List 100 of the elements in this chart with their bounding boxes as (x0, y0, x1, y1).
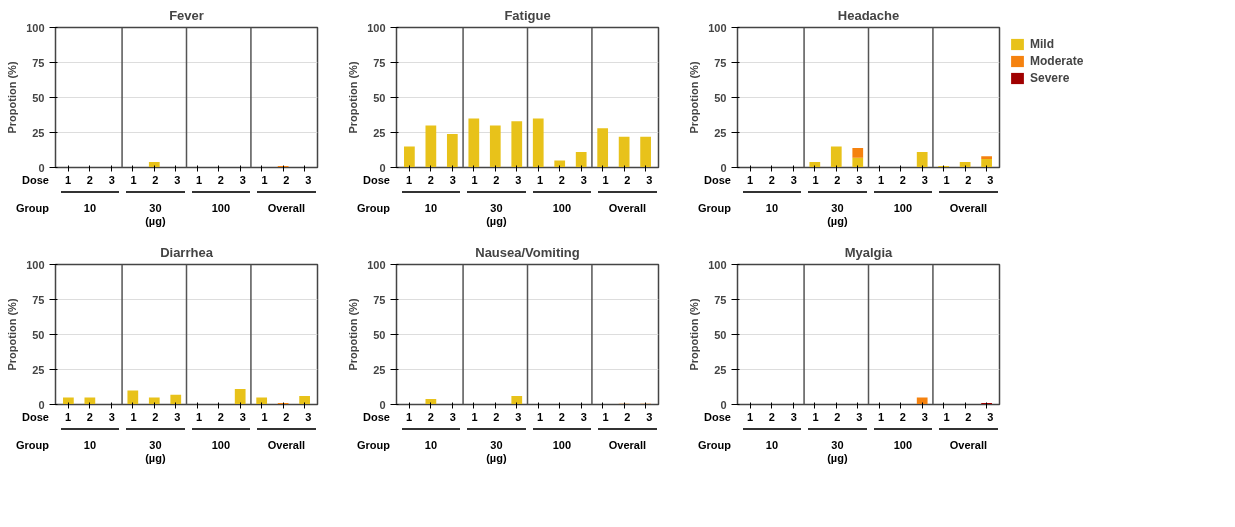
x-tick-label: 3 (515, 410, 522, 425)
x-tick-label: 2 (86, 410, 93, 425)
text: 10 (83, 201, 97, 216)
text: 100 (893, 201, 913, 216)
x-tick-label: 3 (108, 173, 115, 188)
x-tick-label: 2 (217, 173, 224, 188)
text: 30 (831, 438, 844, 453)
y-tick-label: 25 (32, 126, 45, 139)
x-tick-label: 1 (65, 173, 72, 188)
text: 100 (552, 438, 572, 453)
text: Dose (22, 173, 49, 188)
y-tick-label: 100 (26, 258, 45, 271)
x-tick-label: 1 (261, 410, 268, 425)
x-tick-label: 3 (856, 173, 863, 188)
x-tick-label: 3 (305, 173, 312, 188)
text: 30 (831, 201, 844, 216)
y-tick-label: 100 (708, 21, 727, 34)
text: Dose (704, 173, 731, 188)
y-tick-label: 0 (720, 161, 727, 174)
text: 30 (490, 201, 503, 216)
y-axis-title: Propotion (%) (6, 298, 19, 371)
text: 10 (424, 438, 438, 453)
y-tick-label: 100 (367, 258, 386, 271)
y-tick-label: 25 (714, 126, 727, 139)
x-tick-label: 2 (899, 410, 906, 425)
y-axis-title: Propotion (%) (6, 61, 19, 134)
x-tick-label: 3 (449, 173, 456, 188)
legend-label: Severe (1030, 71, 1070, 85)
x-tick-label: 2 (834, 410, 841, 425)
text: Dose (363, 173, 390, 188)
text: 10 (765, 438, 779, 453)
x-tick-label: 1 (406, 410, 413, 425)
text: 100 (552, 201, 572, 216)
chart-title: Diarrhea (160, 244, 214, 260)
y-tick-label: 100 (708, 258, 727, 271)
text: (µg) (827, 451, 848, 466)
x-tick-label: 2 (217, 410, 224, 425)
text: Group (698, 438, 731, 453)
x-tick-label: 1 (537, 410, 544, 425)
x-tick-label: 1 (130, 410, 137, 425)
x-tick-label: 2 (965, 173, 972, 188)
y-axis-title: Propotion (%) (347, 61, 360, 134)
y-tick-label: 75 (32, 293, 45, 306)
legend-label: Mild (1030, 37, 1054, 51)
y-tick-label: 50 (714, 328, 727, 341)
text: 100 (893, 438, 913, 453)
x-tick-label: 2 (899, 173, 906, 188)
x-tick-label: 1 (130, 173, 137, 188)
x-tick-label: 3 (580, 410, 587, 425)
text: (µg) (486, 214, 507, 229)
y-tick-label: 50 (32, 328, 45, 341)
chart-title: Fatigue (504, 7, 551, 23)
y-tick-label: 0 (720, 398, 727, 411)
text: Overall (949, 438, 988, 453)
text: Dose (22, 410, 49, 425)
x-tick-label: 3 (449, 410, 456, 425)
x-tick-label: 1 (747, 410, 754, 425)
chart-title: Myalgia (844, 244, 894, 260)
text: Overall (267, 201, 306, 216)
text: Group (698, 201, 731, 216)
x-tick-label: 1 (65, 410, 72, 425)
x-tick-label: 3 (856, 410, 863, 425)
y-tick-label: 75 (373, 293, 386, 306)
x-tick-label: 3 (921, 173, 928, 188)
y-tick-label: 100 (26, 21, 45, 34)
x-tick-label: 3 (580, 173, 587, 188)
y-tick-label: 75 (32, 56, 45, 69)
text: Overall (608, 201, 647, 216)
text: (µg) (145, 214, 166, 229)
text: Group (357, 201, 390, 216)
x-tick-label: 1 (261, 173, 268, 188)
x-tick-label: 1 (196, 410, 203, 425)
x-tick-label: 3 (646, 410, 653, 425)
text: Group (357, 438, 390, 453)
x-tick-label: 3 (921, 410, 928, 425)
text: 30 (149, 201, 162, 216)
x-tick-label: 1 (537, 173, 544, 188)
y-tick-label: 75 (373, 56, 386, 69)
y-tick-label: 75 (714, 56, 727, 69)
y-tick-label: 100 (367, 21, 386, 34)
text: Overall (608, 438, 647, 453)
x-tick-label: 1 (471, 173, 478, 188)
x-tick-label: 3 (790, 410, 797, 425)
x-tick-label: 3 (515, 173, 522, 188)
chart-title: Headache (837, 7, 900, 23)
x-tick-label: 1 (196, 173, 203, 188)
text: 10 (424, 201, 438, 216)
x-tick-label: 1 (602, 410, 609, 425)
x-tick-label: 2 (283, 410, 290, 425)
text: (µg) (145, 451, 166, 466)
x-tick-label: 2 (558, 173, 565, 188)
x-tick-label: 2 (427, 410, 434, 425)
text: 30 (149, 438, 162, 453)
text: Dose (363, 410, 390, 425)
x-tick-label: 3 (239, 173, 246, 188)
x-tick-label: 2 (86, 173, 93, 188)
text: 30 (490, 438, 503, 453)
x-tick-label: 2 (283, 173, 290, 188)
x-tick-label: 1 (471, 410, 478, 425)
x-tick-label: 2 (427, 173, 434, 188)
